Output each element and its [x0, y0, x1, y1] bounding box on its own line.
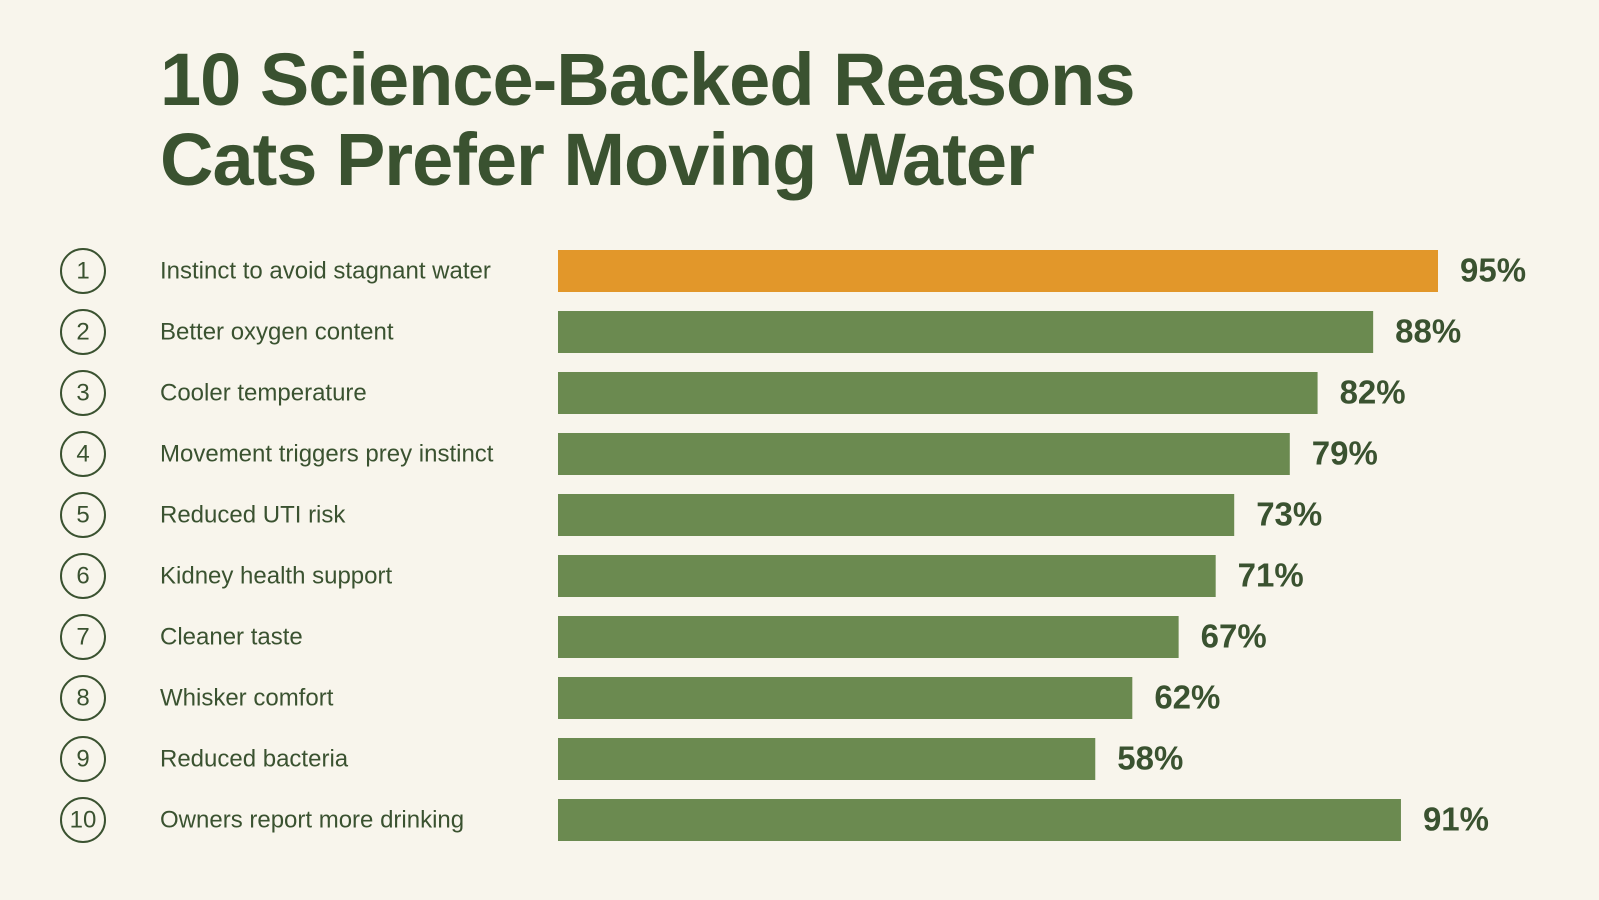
value-label: 71%	[1238, 557, 1304, 594]
rank-circle	[60, 248, 106, 294]
value-label: 91%	[1423, 801, 1489, 838]
bar	[558, 616, 1179, 658]
bar	[558, 433, 1290, 475]
bar	[558, 677, 1133, 719]
category-label: Cleaner taste	[160, 623, 303, 650]
category-label: Reduced UTI risk	[160, 501, 346, 528]
rank-circle	[60, 370, 106, 416]
category-label: Cooler temperature	[160, 379, 367, 406]
bar	[558, 250, 1438, 292]
rank-number: 1	[76, 257, 89, 284]
category-label: Whisker comfort	[160, 684, 334, 711]
value-label: 88%	[1395, 313, 1461, 350]
bar	[558, 799, 1401, 841]
bar	[558, 311, 1374, 353]
rank-number: 7	[76, 623, 89, 650]
category-label: Reduced bacteria	[160, 745, 349, 772]
category-label: Movement triggers prey instinct	[160, 440, 494, 467]
rank-number: 2	[76, 318, 89, 345]
value-label: 62%	[1154, 679, 1220, 716]
rank-circle	[60, 492, 106, 538]
rank-circle	[60, 675, 106, 721]
rank-number: 5	[76, 501, 89, 528]
category-label: Owners report more drinking	[160, 806, 464, 833]
rank-circle	[60, 736, 106, 782]
rank-circle	[60, 309, 106, 355]
value-label: 73%	[1256, 496, 1322, 533]
rank-circle	[60, 797, 106, 843]
value-label: 79%	[1312, 435, 1378, 472]
bar	[558, 555, 1216, 597]
value-label: 95%	[1460, 252, 1526, 289]
category-label: Kidney health support	[160, 562, 392, 589]
rank-number: 9	[76, 745, 89, 772]
value-label: 82%	[1340, 374, 1406, 411]
value-label: 67%	[1201, 618, 1267, 655]
category-label: Instinct to avoid stagnant water	[160, 257, 491, 284]
rank-circle	[60, 553, 106, 599]
chart-title: 10 Science-Backed Reasons Cats Prefer Mo…	[160, 38, 1136, 201]
bar	[558, 372, 1318, 414]
rank-circle	[60, 614, 106, 660]
bar	[558, 494, 1235, 536]
rank-number: 6	[76, 562, 89, 589]
rank-number: 10	[70, 806, 97, 833]
category-label: Better oxygen content	[160, 318, 394, 345]
value-label: 58%	[1117, 740, 1183, 777]
rank-circle	[60, 431, 106, 477]
rank-number: 3	[76, 379, 89, 406]
bar	[558, 738, 1096, 780]
rank-number: 4	[76, 440, 89, 467]
rank-number: 8	[76, 684, 89, 711]
